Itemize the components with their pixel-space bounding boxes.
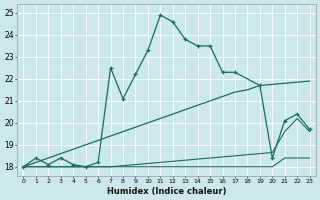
X-axis label: Humidex (Indice chaleur): Humidex (Indice chaleur) (107, 187, 226, 196)
